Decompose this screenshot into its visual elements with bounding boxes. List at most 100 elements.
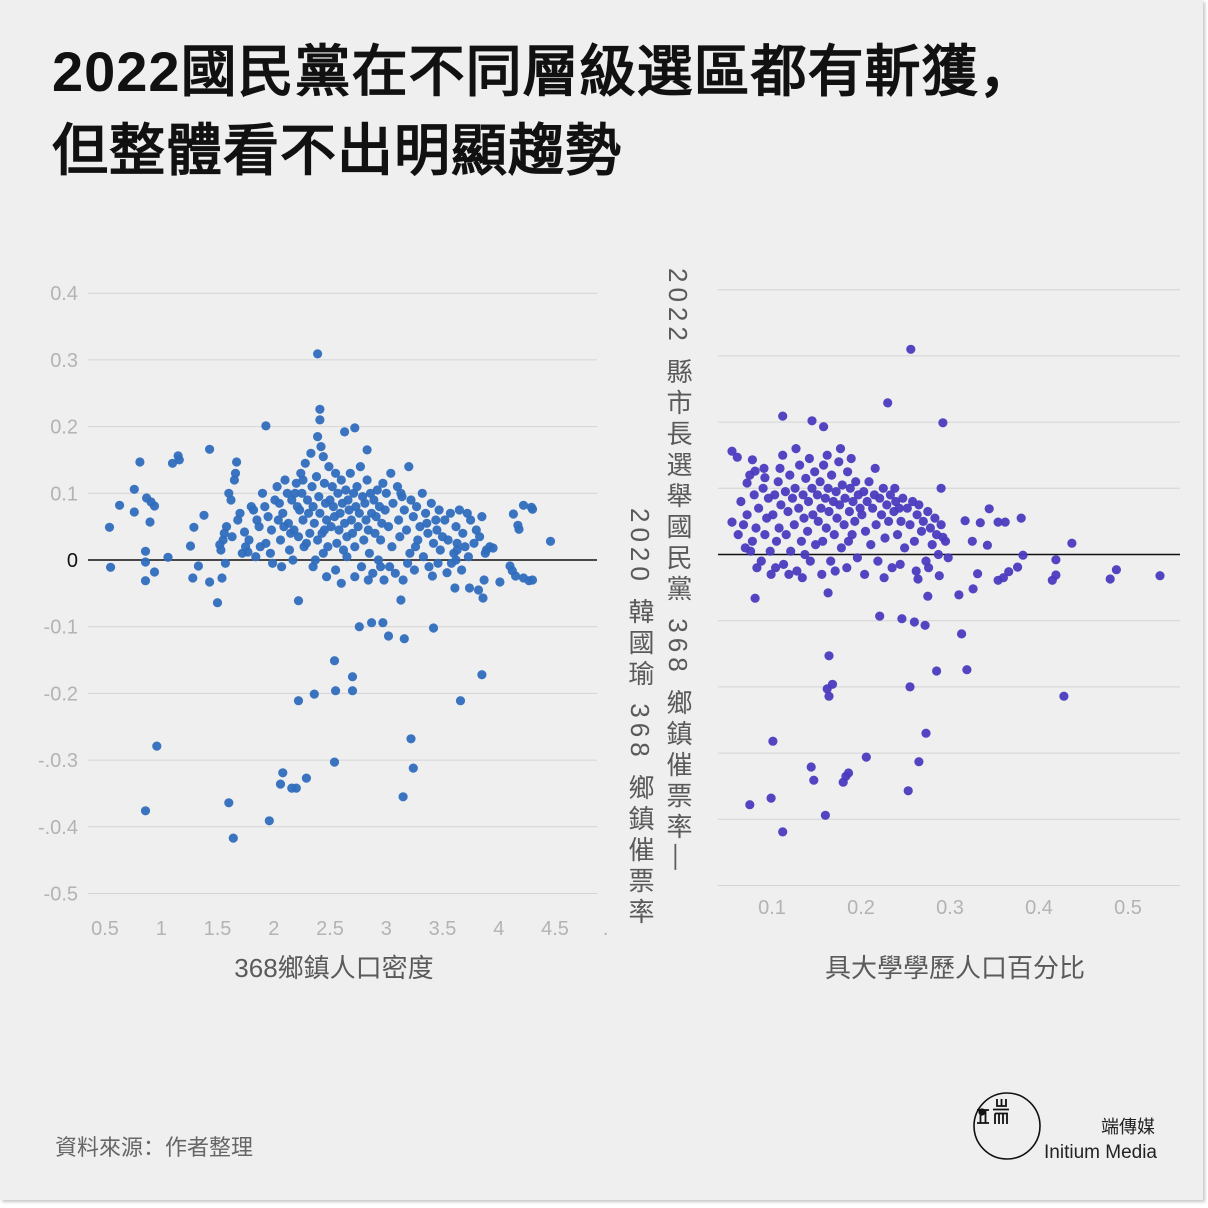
scatter-point — [812, 490, 823, 500]
scatter-point — [336, 578, 346, 588]
scatter-point — [228, 833, 238, 843]
scatter-point — [355, 462, 365, 472]
scatter-point — [752, 563, 762, 573]
scatter-point — [395, 532, 405, 542]
scatter-point — [754, 503, 764, 513]
scatter-point — [412, 502, 422, 512]
scatter-point — [732, 452, 742, 462]
scatter-point — [823, 483, 833, 493]
scatter-point — [807, 416, 817, 426]
scatter-point — [284, 545, 295, 555]
scatter-point — [149, 567, 160, 577]
scatter-point — [264, 816, 274, 826]
scatter-point — [333, 488, 343, 498]
x-tick-label: 0.1 — [758, 897, 786, 919]
scatter-point — [455, 696, 466, 706]
scatter-point — [785, 470, 795, 480]
scatter-point — [794, 503, 804, 513]
scatter-point — [897, 614, 907, 624]
scatter-point — [918, 516, 928, 527]
scatter-point — [313, 349, 323, 359]
scatter-point — [433, 558, 443, 568]
scatter-point — [840, 493, 850, 503]
scatter-point — [350, 542, 360, 552]
scatter-point — [274, 498, 284, 508]
scatter-point — [477, 511, 487, 522]
scatter-point — [745, 800, 755, 810]
scatter-point — [405, 548, 415, 558]
scatter-point — [864, 477, 874, 487]
scatter-point — [418, 552, 428, 562]
scatter-point — [311, 472, 322, 482]
scatter-point — [387, 542, 397, 552]
scatter-point — [518, 500, 529, 510]
scatter-point — [808, 510, 818, 520]
scatter-point — [880, 533, 890, 543]
scatter-point — [388, 498, 398, 508]
scatter-point — [364, 548, 374, 558]
scatter-point — [800, 549, 810, 560]
scatter-point — [984, 504, 994, 514]
scatter-point — [779, 559, 789, 570]
education-scatter: 0.1 0.2 0.3 0.4 0.5 — [718, 289, 1180, 919]
scatter-point — [807, 483, 817, 493]
scatter-point — [936, 483, 946, 493]
scatter-point — [371, 511, 381, 522]
scatter-point — [279, 522, 289, 532]
scatter-point — [189, 522, 199, 532]
scatter-point — [380, 505, 390, 515]
scatter-point — [401, 525, 412, 535]
scatter-point — [967, 536, 977, 546]
scatter-point — [346, 515, 356, 525]
title-line-2: 但整體看不出明顯趨勢 — [52, 119, 622, 182]
scatter-point — [896, 516, 906, 527]
scatter-point — [508, 509, 518, 519]
scatter-point — [822, 450, 832, 460]
scatter-point — [927, 540, 937, 550]
density-scatter: 0.4 0.3 0.2 0.1 0 -0.1 -0.2 -.0.3 -.0.4 -0.5 0.5 1 1… — [38, 283, 608, 940]
scatter-point — [313, 432, 323, 442]
scatter-point — [770, 490, 780, 500]
scatter-point — [796, 536, 807, 546]
scatter-point — [324, 462, 334, 472]
scatter-point — [263, 511, 273, 522]
scatter-point — [982, 540, 993, 550]
scatter-point — [934, 571, 944, 581]
scatter-point — [426, 498, 436, 508]
source-note: 資料來源：作者整理 — [55, 1135, 254, 1160]
scatter-point — [745, 470, 755, 480]
x-tick-label: 1 — [156, 918, 167, 940]
scatter-point — [315, 508, 325, 518]
scatter-point — [1016, 513, 1026, 523]
scatter-point — [361, 515, 371, 525]
scatter-point — [778, 450, 788, 460]
scatter-point — [452, 538, 462, 548]
scatter-point — [331, 565, 341, 575]
brand-name-chinese: 端傳媒 — [1101, 1117, 1155, 1137]
scatter-point — [199, 510, 209, 520]
scatter-point — [248, 505, 259, 515]
scatter-point — [305, 528, 315, 538]
scatter-point — [766, 793, 776, 803]
scatter-point — [463, 552, 473, 562]
scatter-point — [422, 518, 432, 528]
scatter-point — [975, 518, 985, 528]
scatter-point — [140, 806, 151, 816]
scatter-point — [480, 548, 490, 558]
y-tick-label: 0.2 — [50, 417, 78, 439]
scatter-point — [386, 468, 396, 478]
scatter-point — [398, 792, 408, 802]
scatter-point — [913, 574, 923, 584]
scatter-point — [298, 475, 308, 485]
scatter-point — [477, 670, 487, 680]
title-line-1: 2022國民黨在不同層級選區都有斬獲， — [52, 40, 1036, 103]
scatter-point — [771, 563, 781, 573]
scatter-point — [315, 415, 325, 425]
scatter-point — [857, 510, 867, 520]
scatter-point — [936, 520, 946, 530]
scatter-point — [876, 510, 887, 520]
scatter-point — [962, 665, 972, 675]
scatter-point — [268, 558, 278, 568]
scatter-point — [843, 768, 854, 778]
scatter-point — [766, 569, 776, 580]
